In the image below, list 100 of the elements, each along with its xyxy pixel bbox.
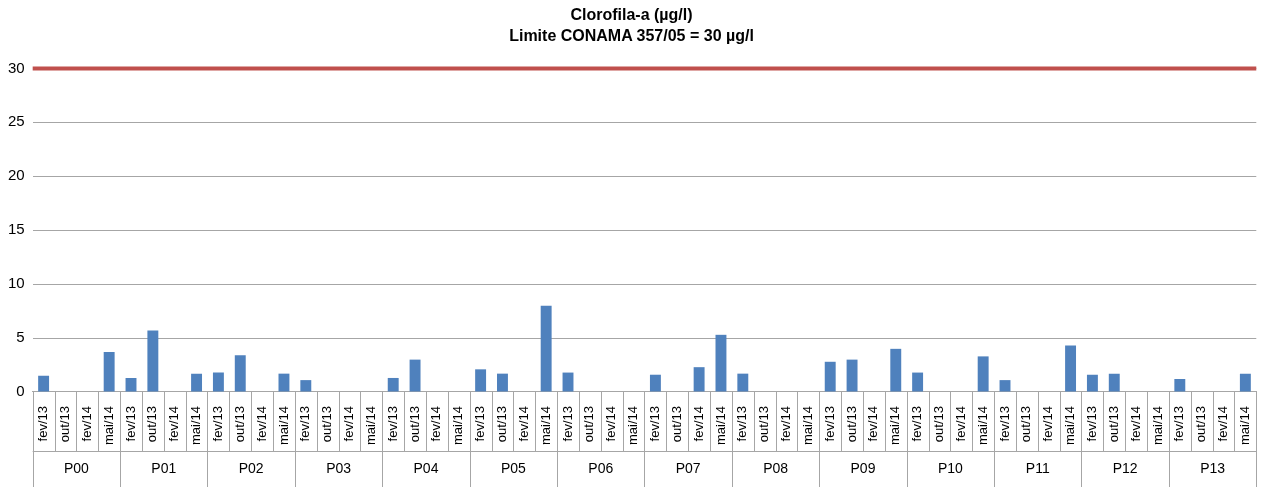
text: P04: [413, 459, 439, 476]
x-tick-label: fev/13: [559, 405, 575, 442]
x-tick-label: fev/13: [646, 405, 662, 442]
bar: [1239, 373, 1251, 392]
text: P01: [151, 459, 177, 476]
bar: [234, 355, 246, 392]
x-tick-label: out/13: [231, 405, 247, 443]
bar: [977, 356, 989, 392]
x-tick-label: fev/14: [166, 405, 182, 442]
bar: [890, 348, 902, 392]
bar: [912, 372, 924, 392]
x-tick-label: out/13: [668, 405, 684, 443]
text: P03: [326, 459, 352, 476]
x-tick-label: out/13: [843, 405, 859, 443]
bar: [409, 359, 421, 392]
y-tick-label: 15: [8, 220, 25, 238]
y-tick-label: 0: [16, 382, 25, 400]
x-tick-label: fev/14: [515, 405, 531, 442]
x-tick-label: out/13: [931, 405, 947, 443]
x-tick-label: fev/13: [909, 405, 925, 442]
x-tick-label: fev/13: [821, 405, 837, 442]
bar: [1086, 374, 1098, 392]
x-tick-label: fev/14: [428, 405, 444, 442]
x-tick-label: mai/14: [712, 405, 728, 446]
text: P12: [1112, 459, 1138, 476]
x-tick-label: fev/13: [996, 405, 1012, 442]
x-tick-label: fev/14: [603, 405, 619, 442]
x-tick-label: mai/14: [100, 405, 116, 446]
text: P00: [63, 459, 90, 476]
x-tick-label: fev/14: [778, 405, 794, 442]
x-tick-label: fev/13: [472, 405, 488, 442]
x-tick-label: fev/14: [952, 405, 968, 442]
x-tick-label: mai/14: [625, 405, 641, 446]
chart-subtitle: Limite CONAMA 357/05 = 30 µg/l: [509, 27, 754, 45]
bar: [846, 359, 858, 392]
bar: [1065, 345, 1077, 392]
x-tick-label: out/13: [319, 405, 335, 443]
bar: [475, 369, 487, 392]
x-tick-label: mai/14: [1149, 405, 1165, 446]
y-tick-label: 30: [8, 58, 25, 76]
y-tick-label: 20: [8, 166, 25, 184]
x-tick-label: out/13: [406, 405, 422, 443]
x-tick-label: out/13: [756, 405, 772, 443]
bar: [212, 372, 224, 392]
bar: [103, 352, 115, 392]
text: P11: [1025, 459, 1050, 476]
x-tick-label: mai/14: [1062, 405, 1078, 446]
x-tick-label: mai/14: [537, 405, 553, 446]
x-tick-label: fev/14: [341, 405, 357, 442]
x-tick-label: mai/14: [275, 405, 291, 446]
x-tick-label: mai/14: [362, 405, 378, 446]
x-tick-label: fev/13: [297, 405, 313, 442]
bar: [737, 373, 749, 392]
bar: [38, 375, 50, 392]
bar: [1108, 373, 1120, 392]
bar: [715, 334, 727, 392]
bar: [300, 380, 312, 392]
x-tick-label: fev/14: [1127, 405, 1143, 442]
x-tick-label: fev/13: [209, 405, 225, 442]
x-tick-label: out/13: [144, 405, 160, 443]
bar: [693, 367, 705, 392]
x-tick-label: fev/13: [734, 405, 750, 442]
bar: [540, 305, 552, 392]
chart-title: Clorofila-a (µg/l): [570, 6, 693, 24]
text: P08: [763, 459, 789, 476]
y-tick-label: 5: [16, 328, 25, 346]
x-tick-label: out/13: [494, 405, 510, 443]
bar: [497, 373, 508, 392]
bar: [1174, 379, 1186, 392]
bar: [824, 361, 836, 392]
x-tick-label: fev/13: [1083, 405, 1099, 442]
text: P10: [937, 459, 964, 476]
x-tick-label: fev/13: [122, 405, 138, 442]
x-tick-label: fev/14: [253, 405, 269, 442]
text: P07: [675, 459, 701, 476]
x-tick-label: mai/14: [887, 405, 903, 446]
x-tick-label: fev/14: [690, 405, 706, 442]
x-tick-label: mai/14: [974, 405, 990, 446]
x-tick-label: out/13: [1018, 405, 1034, 443]
bar: [278, 373, 290, 392]
x-tick-label: out/13: [1105, 405, 1121, 443]
y-tick-label: 25: [8, 112, 25, 130]
text: P05: [500, 459, 527, 476]
y-tick-label: 10: [8, 274, 25, 292]
x-tick-label: fev/14: [865, 405, 881, 442]
x-tick-label: out/13: [1193, 405, 1209, 443]
text: P13: [1200, 459, 1226, 476]
x-tick-label: mai/14: [450, 405, 466, 446]
x-tick-label: out/13: [57, 405, 73, 443]
x-tick-label: mai/14: [799, 405, 815, 446]
bar: [387, 377, 399, 392]
x-tick-label: mai/14: [1236, 405, 1252, 446]
text: P02: [238, 459, 264, 476]
bar: [649, 374, 661, 392]
bar: [191, 373, 203, 392]
x-tick-label: fev/13: [384, 405, 400, 442]
x-tick-label: fev/13: [1171, 405, 1187, 442]
text: P06: [588, 459, 614, 476]
bar: [147, 330, 159, 392]
x-tick-label: fev/13: [35, 405, 51, 442]
